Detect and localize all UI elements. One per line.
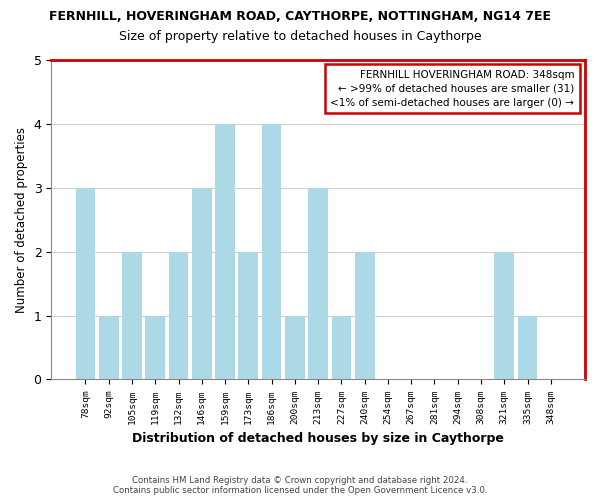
Text: FERNHILL HOVERINGHAM ROAD: 348sqm
← >99% of detached houses are smaller (31)
<1%: FERNHILL HOVERINGHAM ROAD: 348sqm ← >99%…	[331, 70, 574, 108]
Bar	[238, 252, 258, 380]
Bar	[122, 252, 142, 380]
Bar	[76, 188, 95, 380]
Bar	[308, 188, 328, 380]
Bar	[99, 316, 119, 380]
Text: Contains HM Land Registry data © Crown copyright and database right 2024.
Contai: Contains HM Land Registry data © Crown c…	[113, 476, 487, 495]
Bar	[332, 316, 352, 380]
Text: FERNHILL, HOVERINGHAM ROAD, CAYTHORPE, NOTTINGHAM, NG14 7EE: FERNHILL, HOVERINGHAM ROAD, CAYTHORPE, N…	[49, 10, 551, 23]
Bar	[518, 316, 538, 380]
Bar	[215, 124, 235, 380]
X-axis label: Distribution of detached houses by size in Caythorpe: Distribution of detached houses by size …	[132, 432, 504, 445]
Bar	[169, 252, 188, 380]
Bar	[145, 316, 165, 380]
Text: Size of property relative to detached houses in Caythorpe: Size of property relative to detached ho…	[119, 30, 481, 43]
Y-axis label: Number of detached properties: Number of detached properties	[15, 126, 28, 312]
Bar	[285, 316, 305, 380]
Bar	[355, 252, 374, 380]
Bar	[192, 188, 212, 380]
Bar	[262, 124, 281, 380]
Bar	[494, 252, 514, 380]
